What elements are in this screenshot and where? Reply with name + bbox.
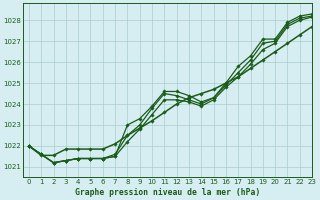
X-axis label: Graphe pression niveau de la mer (hPa): Graphe pression niveau de la mer (hPa) (75, 188, 260, 197)
